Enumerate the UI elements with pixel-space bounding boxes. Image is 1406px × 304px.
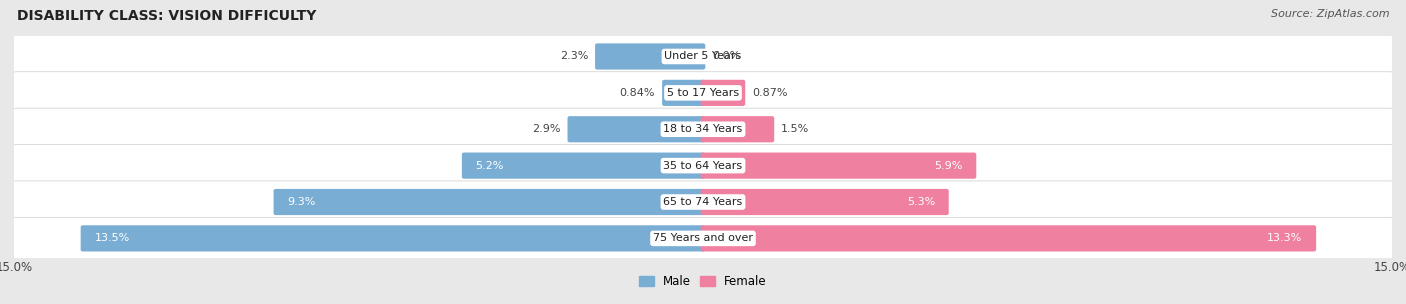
Legend: Male, Female: Male, Female [634,270,772,292]
FancyBboxPatch shape [11,35,1395,78]
FancyBboxPatch shape [700,225,1316,251]
FancyBboxPatch shape [11,217,1395,260]
FancyBboxPatch shape [274,189,706,215]
FancyBboxPatch shape [461,153,706,179]
Text: 5.2%: 5.2% [475,161,503,171]
Text: 65 to 74 Years: 65 to 74 Years [664,197,742,207]
Text: 2.9%: 2.9% [531,124,561,134]
Text: 5.9%: 5.9% [934,161,963,171]
Text: 5.3%: 5.3% [907,197,935,207]
Text: 18 to 34 Years: 18 to 34 Years [664,124,742,134]
FancyBboxPatch shape [700,116,775,142]
FancyBboxPatch shape [568,116,706,142]
FancyBboxPatch shape [700,189,949,215]
Text: DISABILITY CLASS: VISION DIFFICULTY: DISABILITY CLASS: VISION DIFFICULTY [17,9,316,23]
Text: 5 to 17 Years: 5 to 17 Years [666,88,740,98]
FancyBboxPatch shape [11,108,1395,150]
Text: 2.3%: 2.3% [560,51,588,61]
Text: 9.3%: 9.3% [287,197,316,207]
FancyBboxPatch shape [595,43,706,70]
FancyBboxPatch shape [700,80,745,106]
Text: 0.0%: 0.0% [713,51,741,61]
Text: 13.3%: 13.3% [1267,233,1302,244]
FancyBboxPatch shape [700,153,976,179]
FancyBboxPatch shape [11,181,1395,223]
Text: 0.84%: 0.84% [620,88,655,98]
Text: Source: ZipAtlas.com: Source: ZipAtlas.com [1271,9,1389,19]
Text: 1.5%: 1.5% [782,124,810,134]
FancyBboxPatch shape [662,80,706,106]
Text: 75 Years and over: 75 Years and over [652,233,754,244]
FancyBboxPatch shape [80,225,706,251]
Text: 0.87%: 0.87% [752,88,787,98]
FancyBboxPatch shape [11,72,1395,114]
Text: Under 5 Years: Under 5 Years [665,51,741,61]
FancyBboxPatch shape [11,144,1395,187]
Text: 35 to 64 Years: 35 to 64 Years [664,161,742,171]
Text: 13.5%: 13.5% [94,233,129,244]
